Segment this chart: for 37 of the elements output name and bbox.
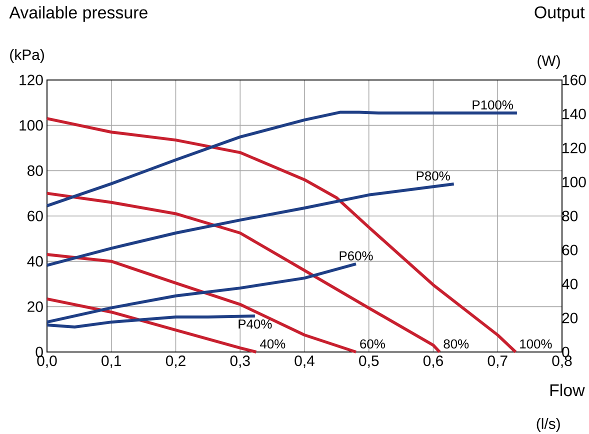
y-tick-label: 40 bbox=[27, 256, 43, 267]
text: Available pressure bbox=[9, 6, 148, 22]
y-tick-label: 60 bbox=[28, 210, 43, 222]
x-tick-label: 0,5 bbox=[359, 356, 379, 368]
y2-tick-label: 60 bbox=[562, 244, 578, 256]
x-tick-label: 0,2 bbox=[166, 356, 186, 368]
text: Flow bbox=[550, 384, 585, 396]
x-tick-label: 0,7 bbox=[488, 356, 508, 368]
x-tick-label: 0,8 bbox=[552, 356, 572, 368]
x-axis-title: (l/s) bbox=[536, 418, 560, 432]
series-label: 40% bbox=[260, 339, 286, 349]
series-label: 60% bbox=[360, 339, 385, 349]
series-label: P60% bbox=[340, 251, 373, 260]
x-tick-label: 0,1 bbox=[102, 356, 122, 368]
y-tick-label: 100 bbox=[20, 120, 43, 131]
x-tick-label: 0,0 bbox=[37, 356, 57, 368]
x-tick-label: 0,4 bbox=[294, 356, 314, 368]
series-label: P80% bbox=[416, 171, 450, 181]
y-axis-title: (kPa) bbox=[10, 49, 44, 63]
y2-tick-label: 80 bbox=[562, 210, 578, 222]
series-label: P100% bbox=[472, 100, 513, 110]
y2-tick-label: 140 bbox=[562, 108, 586, 120]
y-tick-label: 120 bbox=[20, 74, 43, 86]
series-label: P40% bbox=[238, 319, 272, 329]
x-tick-label: 0,3 bbox=[230, 356, 250, 368]
y-tick-label: 80 bbox=[28, 165, 43, 176]
text: Output bbox=[534, 6, 585, 22]
y2-tick-label: 40 bbox=[562, 278, 578, 290]
y2-tick-label: 160 bbox=[562, 74, 586, 86]
y2-tick-label: 100 bbox=[562, 176, 586, 188]
y-tick-label: 20 bbox=[28, 301, 43, 312]
y2-axis-title: (W) bbox=[538, 55, 560, 69]
series-label: 80% bbox=[444, 339, 469, 349]
x-tick-label: 0,6 bbox=[423, 356, 443, 368]
y2-tick-label: 120 bbox=[562, 142, 586, 154]
series-label: 100% bbox=[520, 339, 552, 349]
y2-tick-label: 20 bbox=[562, 312, 578, 324]
